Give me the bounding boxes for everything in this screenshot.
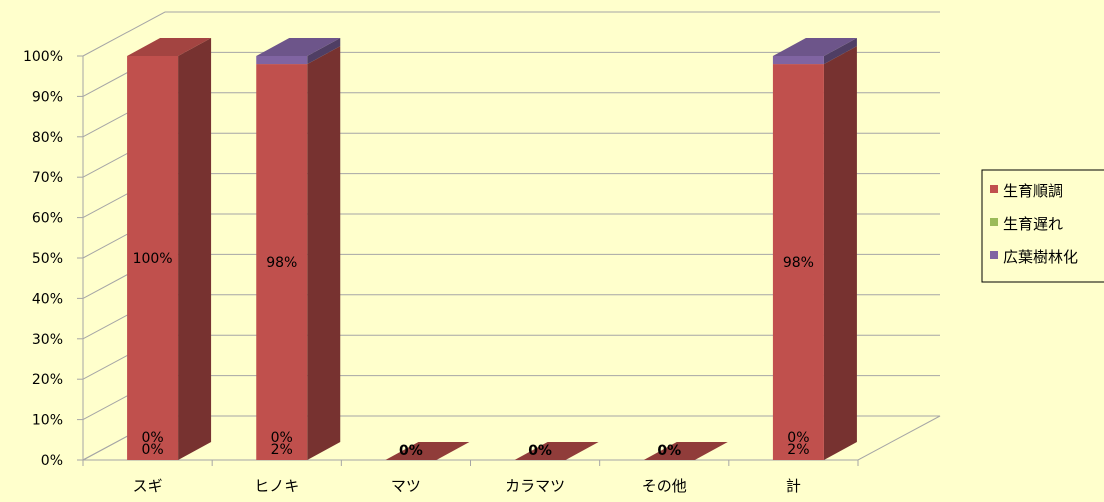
x-tick-label: ヒノキ (254, 477, 299, 495)
x-tick-label: カラマツ (505, 477, 565, 495)
bar-segment-side (307, 38, 341, 65)
y-tick-label: 50% (32, 251, 63, 267)
bar-segment-side (178, 38, 212, 460)
bar-stack (772, 38, 857, 460)
x-tick-label: スギ (133, 477, 163, 495)
y-tick-label: 60% (32, 211, 63, 227)
data-label: 0% (141, 442, 163, 458)
legend-entry: 広葉樹林化 (1003, 248, 1078, 266)
bar-stack (385, 442, 470, 460)
x-tick-label: マツ (391, 477, 421, 495)
legend-entry: 生育順調 (1003, 182, 1063, 200)
data-label: 98% (783, 255, 814, 271)
bar-segment (772, 56, 824, 65)
bar-segment (127, 56, 179, 460)
y-tick-label: 30% (32, 332, 63, 348)
bar-segment (772, 64, 824, 460)
legend-swatch (990, 251, 998, 259)
bar-top-cap (643, 442, 728, 460)
bar-segment (256, 64, 308, 460)
y-tick-label: 80% (32, 130, 63, 146)
bar-top-cap (514, 442, 599, 460)
legend-swatch (990, 218, 998, 226)
bar-top-cap (127, 38, 212, 56)
legend-box (981, 169, 1104, 283)
bar-stack (643, 442, 728, 460)
data-label: 0% (787, 430, 809, 446)
y-tick-label: 10% (32, 413, 63, 429)
data-label: 0% (528, 443, 552, 459)
bar-segment-side (823, 38, 857, 65)
bar-top-cap (385, 442, 470, 460)
bars (127, 38, 857, 460)
legend-swatch (990, 185, 998, 193)
bar-top-cap (256, 38, 341, 56)
y-axis-ticks: 0% 10% 20% 30% 40% 50% 60% 70% 80% 90% 100% (23, 49, 83, 469)
data-label: 2% (271, 442, 293, 458)
bar-top-cap (772, 38, 857, 56)
y-tick-label: 70% (32, 170, 63, 186)
bar-segment-side (823, 46, 857, 460)
y-tick-label: 100% (23, 49, 63, 65)
bar-segment-side (307, 46, 341, 460)
x-tick-label: 計 (786, 477, 801, 495)
data-label: 100% (133, 251, 173, 267)
data-label: 98% (266, 255, 297, 271)
data-label: 0% (657, 443, 681, 459)
bar-stack (514, 442, 599, 460)
bar-stack (256, 38, 341, 460)
y-tick-label: 20% (32, 372, 63, 388)
data-label: 0% (141, 430, 163, 446)
gridline (82, 11, 940, 57)
y-tick-label: 40% (32, 291, 63, 307)
data-label: 0% (399, 443, 423, 459)
data-labels: 100%0%0%98%0%2% 0% 0% 0%98%0%2% (133, 251, 814, 459)
bar-segment (256, 56, 308, 65)
x-tick-label: その他 (642, 477, 687, 495)
bar-stack (127, 38, 212, 460)
y-tick-label: 90% (32, 89, 63, 105)
data-label: 2% (787, 442, 809, 458)
legend-entry: 生育遅れ (1003, 215, 1063, 233)
data-label: 0% (271, 430, 293, 446)
y-tick-label: 0% (41, 453, 63, 469)
x-axis: スギ ヒノキ マツ カラマツ その他 計 (82, 460, 859, 495)
